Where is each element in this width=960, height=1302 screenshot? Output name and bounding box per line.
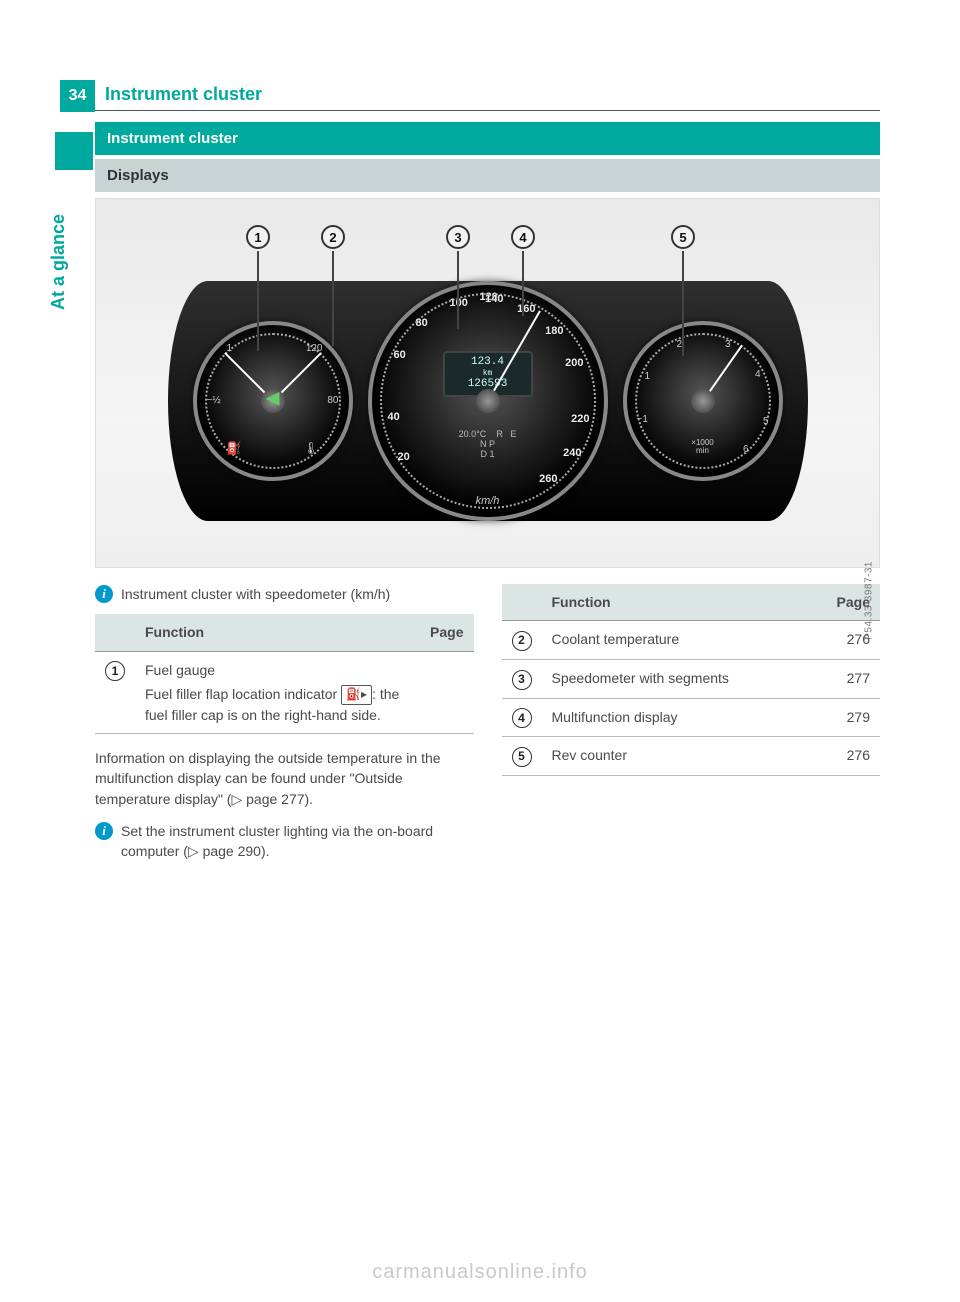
watermark: carmanualsonline.info [0,1261,960,1284]
fuel-low-mark: −½ [207,395,221,406]
callout-5: 5 [671,225,695,249]
row-func: Speedometer with segments [542,660,821,699]
callout-3: 3 [446,225,470,249]
row-func: Rev counter [542,737,821,776]
section-bar: Instrument cluster [95,122,880,155]
lcd-trip: 123.4 [445,356,531,369]
left-column: i Instrument cluster with speedometer (k… [95,584,474,872]
fuel-high-mark: 1 [227,343,233,354]
info-note-1-text: Instrument cluster with speedometer (km/… [121,584,390,604]
info-icon: i [95,822,113,840]
row-func: Multifunction display [542,698,821,737]
table-row: 5 Rev counter 276 [502,737,881,776]
lcd-temp: 20.0°C [459,429,487,439]
row-page: 277 [820,660,880,699]
row-index: 4 [512,708,532,728]
speedometer: 20 40 60 80 100 120 140 160 180 200 220 … [368,281,608,521]
coolant-icon: 🌡 [303,441,318,455]
th-function: Function [135,614,414,651]
info-note-2: i Set the instrument cluster lighting vi… [95,821,474,862]
cluster-body: −½ 1 120 80 ⛽ 🌡 ◀ 20 40 60 80 100 [168,281,808,521]
info-icon: i [95,585,113,603]
tach-unit: ×1000 min [691,439,713,455]
speedo-unit: km/h [476,495,500,507]
row-index: 1 [105,661,125,681]
fuel-flap-icon: ⛽▸ [341,685,372,704]
right-column: Function Page 2 Coolant temperature 276 … [502,584,881,872]
row-func-main: Fuel gauge [145,660,404,680]
table-row: 1 Fuel gauge Fuel filler flap location i… [95,651,474,734]
row-func-detail: Fuel filler flap location indicator ⛽▸: … [145,684,404,725]
page-number: 34 [60,80,95,112]
instrument-cluster-figure: −½ 1 120 80 ⛽ 🌡 ◀ 20 40 60 80 100 [95,198,880,568]
page-header: 34 Instrument cluster [95,80,880,112]
fuel-pump-icon: ⛽ [227,441,242,455]
lcd-subinfo: 20.0°C R E N P D 1 [428,429,548,459]
function-table-left: Function Page 1 Fuel gauge Fuel filler f… [95,614,474,734]
callout-1: 1 [246,225,270,249]
function-table-right: Function Page 2 Coolant temperature 276 … [502,584,881,776]
subsection-bar: Displays [95,159,880,192]
row-index: 2 [512,631,532,651]
outside-temp-paragraph: Information on displaying the outside te… [95,748,474,809]
table-row: 2 Coolant temperature 276 [502,621,881,660]
info-note-1: i Instrument cluster with speedometer (k… [95,584,474,604]
table-row: 4 Multifunction display 279 [502,698,881,737]
th-function: Function [542,584,821,621]
figure-id: P54.33-3987-31 [864,561,875,640]
side-tab-label: At a glance [48,214,69,310]
body-columns: i Instrument cluster with speedometer (k… [95,584,880,872]
page-title-rule [95,110,880,111]
info-note-2-text: Set the instrument cluster lighting via … [121,821,474,862]
callout-2: 2 [321,225,345,249]
callout-4: 4 [511,225,535,249]
page-title: Instrument cluster [95,80,880,108]
temp-low-mark: 80 [327,395,338,406]
th-page: Page [414,614,474,651]
table-row: 3 Speedometer with segments 277 [502,660,881,699]
fuel-temp-gauge: −½ 1 120 80 ⛽ 🌡 ◀ [193,321,353,481]
row-page [414,651,474,734]
row-page: 279 [820,698,880,737]
row-page: 276 [820,737,880,776]
row-index: 5 [512,747,532,767]
side-tab-block [55,132,93,170]
page-content: 34 Instrument cluster Instrument cluster… [95,80,880,872]
tachometer: −1 1 2 3 4 5 6 ×1000 min [623,321,783,481]
row-index: 3 [512,670,532,690]
turn-signal-icon: ◀ [266,388,280,409]
row-func: Coolant temperature [542,621,821,660]
lcd-unit: km [445,369,531,379]
